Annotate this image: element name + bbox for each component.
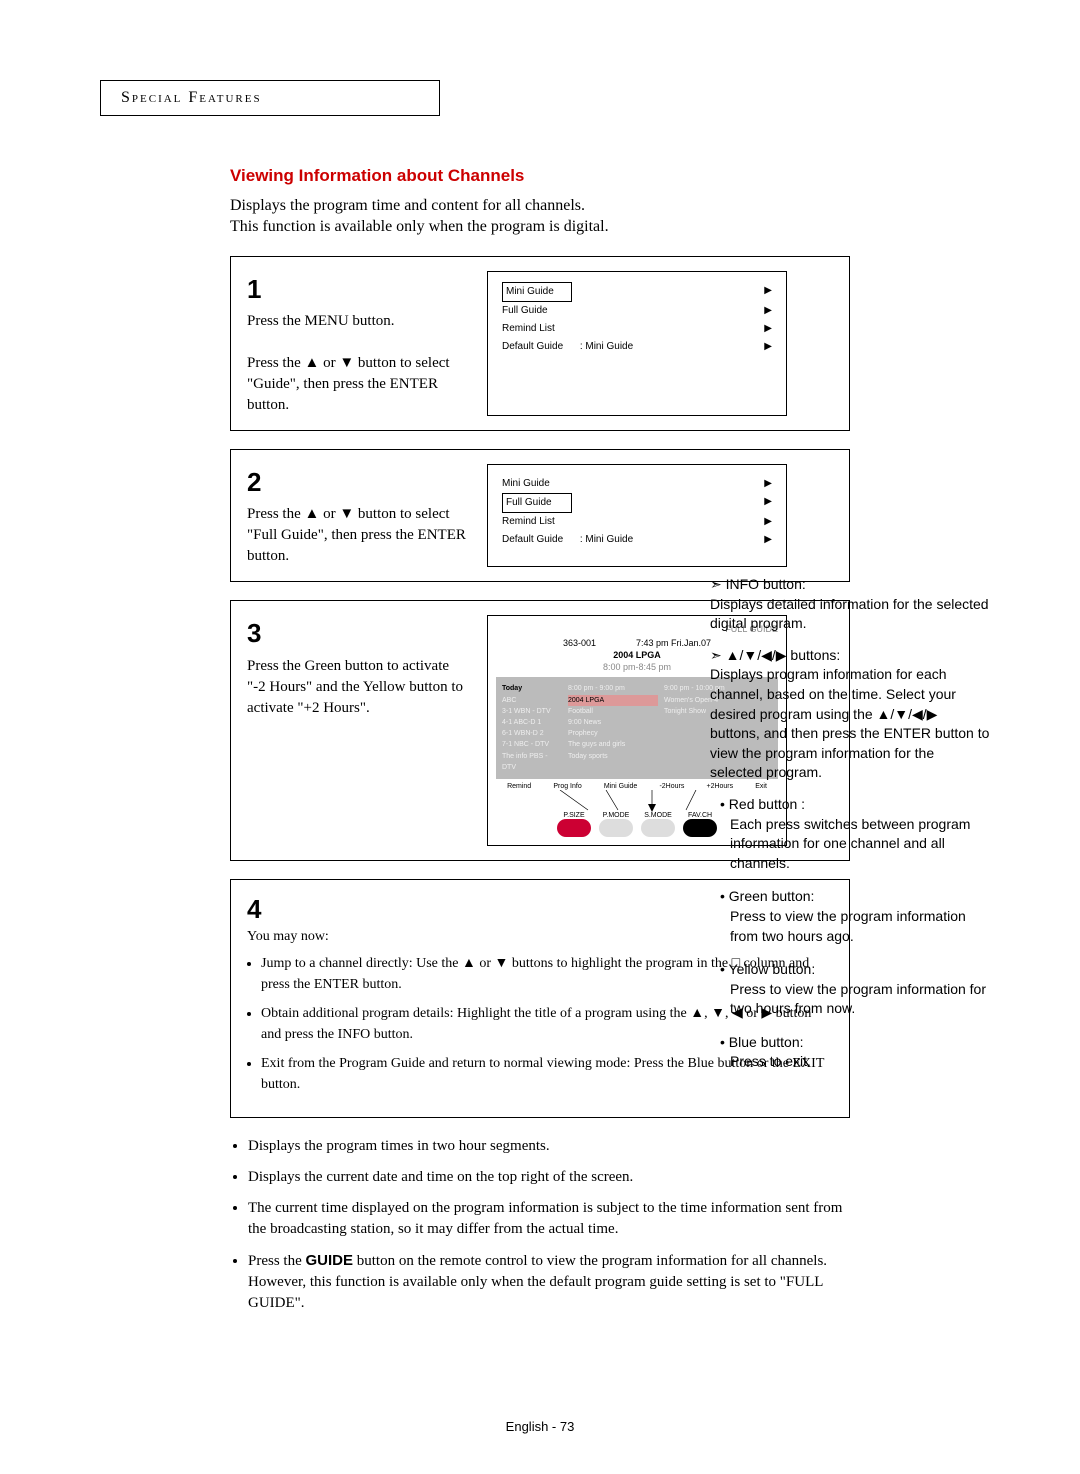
- section-header: Special Features: [100, 80, 440, 116]
- step-2: 2 Press the ▲ or ▼ button to select "Ful…: [230, 449, 850, 582]
- section-title: Special Features: [121, 89, 262, 106]
- guide-menu-1: Mini Guide▶ Full Guide▶ Remind List▶ Def…: [487, 271, 787, 416]
- step-text: Press the ▲ or ▼ button to select "Guide…: [247, 353, 467, 416]
- page-title: Viewing Information about Channels: [230, 166, 980, 186]
- intro-text: Displays the program time and content fo…: [230, 196, 980, 238]
- yellow-button-icon: [641, 819, 675, 837]
- notes-list: Displays the program times in two hour s…: [248, 1136, 848, 1314]
- red-button-icon: [557, 819, 591, 837]
- step-text: Press the Green button to activate "-2 H…: [247, 656, 467, 719]
- step-number: 1: [247, 271, 467, 307]
- step-1: 1 Press the MENU button. Press the ▲ or …: [230, 256, 850, 431]
- step-text: Press the MENU button.: [247, 311, 467, 332]
- guide-menu-2: Mini Guide▶ Full Guide▶ Remind List▶ Def…: [487, 464, 787, 567]
- green-button-icon: [599, 819, 633, 837]
- step-number: 3: [247, 615, 467, 651]
- sidebar-info: ➣ INFO button:Displays detailed informat…: [710, 575, 990, 1086]
- page-footer: English - 73: [100, 1419, 980, 1434]
- step-number: 2: [247, 464, 467, 500]
- step-text: Press the ▲ or ▼ button to select "Full …: [247, 504, 467, 567]
